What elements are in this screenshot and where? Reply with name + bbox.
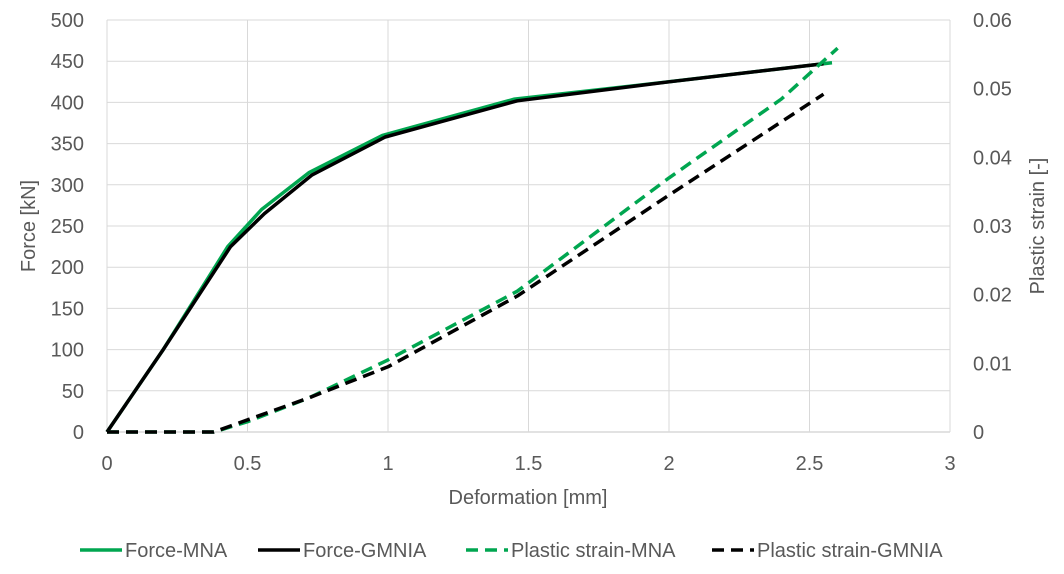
y2-tick-label: 0.05 (973, 79, 1012, 101)
y-tick-label: 0 (73, 422, 84, 444)
y-tick-label: 100 (51, 340, 84, 362)
y2-tick-label: 0 (973, 422, 984, 444)
y-tick-labels: 0 50 100 150 200 250 300 350 400 450 500 (51, 10, 84, 444)
x-tick-label: 0 (101, 453, 112, 475)
series-line-force-mna (105, 61, 833, 433)
x-tick-labels: 0 0.5 1 1.5 2 2.5 3 (101, 453, 955, 475)
y-tick-label: 350 (51, 134, 84, 156)
y-tick-label: 200 (51, 257, 84, 279)
y-tick-label: 400 (51, 92, 84, 114)
y2-tick-label: 0.06 (973, 10, 1012, 32)
series-lines (105, 46, 839, 434)
x-tick-label: 1 (382, 453, 393, 475)
y2-tick-labels: 0 0.01 0.02 0.03 0.04 0.05 0.06 (973, 10, 1012, 444)
series-line-plastic-strain-gmnia (107, 92, 825, 434)
x-tick-label: 3 (944, 453, 955, 475)
legend-label: Plastic strain-MNA (511, 540, 676, 562)
y2-tick-label: 0.04 (973, 147, 1012, 169)
y-tick-label: 300 (51, 175, 84, 197)
x-tick-label: 2.5 (796, 453, 824, 475)
series-line-force-gmnia (105, 61, 824, 433)
y-axis-title: Force [kN] (18, 180, 40, 272)
y2-tick-label: 0.02 (973, 285, 1012, 307)
legend: Force-MNA Force-GMNIA Plastic strain-MNA Pl… (80, 540, 943, 562)
y2-tick-label: 0.01 (973, 353, 1012, 375)
y2-axis-title: Plastic strain [-] (1027, 158, 1049, 295)
legend-label: Force-GMNIA (303, 540, 427, 562)
y-tick-label: 150 (51, 298, 84, 320)
gridlines (106, 19, 951, 432)
x-tick-label: 0.5 (234, 453, 262, 475)
y2-tick-label: 0.03 (973, 216, 1012, 238)
x-tick-label: 2 (663, 453, 674, 475)
y-tick-label: 450 (51, 51, 84, 73)
x-tick-label: 1.5 (515, 453, 543, 475)
series-line-plastic-strain-mna (107, 46, 839, 434)
legend-label: Force-MNA (125, 540, 228, 562)
x-axis-title: Deformation [mm] (449, 487, 608, 509)
legend-label: Plastic strain-GMNIA (757, 540, 943, 562)
y-tick-label: 500 (51, 10, 84, 32)
y-tick-label: 50 (62, 381, 84, 403)
y-tick-label: 250 (51, 216, 84, 238)
